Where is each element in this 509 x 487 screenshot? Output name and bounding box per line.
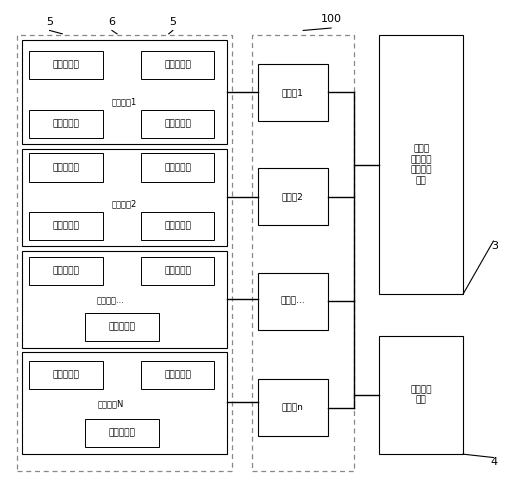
Text: 3: 3 xyxy=(490,241,497,251)
Bar xyxy=(29,257,103,285)
Text: 模拟传感器: 模拟传感器 xyxy=(52,119,79,129)
Bar xyxy=(257,379,327,436)
Text: 4: 4 xyxy=(490,457,497,468)
Text: 智能移动
终端: 智能移动 终端 xyxy=(410,385,431,405)
Text: 地磅秤台...: 地磅秤台... xyxy=(96,296,124,305)
Text: 地磅秤台2: 地磅秤台2 xyxy=(111,199,136,208)
Bar xyxy=(22,40,227,144)
Bar xyxy=(29,51,103,79)
Text: 上位机
（仓库管
理系统软
件）: 上位机 （仓库管 理系统软 件） xyxy=(410,145,431,185)
Bar xyxy=(17,35,232,471)
Bar xyxy=(22,251,227,348)
Bar xyxy=(85,419,158,447)
Text: 模拟传感器: 模拟传感器 xyxy=(108,323,135,332)
Text: 接线盒1: 接线盒1 xyxy=(281,89,303,97)
Bar xyxy=(29,211,103,240)
Text: 模拟传感器: 模拟传感器 xyxy=(164,60,191,69)
Bar xyxy=(140,110,214,138)
Text: 地磅秤台N: 地磅秤台N xyxy=(97,400,123,409)
Text: 模拟传感器: 模拟传感器 xyxy=(164,163,191,172)
Text: 模拟传感器: 模拟传感器 xyxy=(52,221,79,230)
Bar xyxy=(29,153,103,182)
Bar xyxy=(257,273,327,330)
Text: 接线盒...: 接线盒... xyxy=(279,297,304,306)
Text: 接线盒2: 接线盒2 xyxy=(281,192,303,201)
Bar xyxy=(22,353,227,454)
Bar xyxy=(140,51,214,79)
Text: 模拟传感器: 模拟传感器 xyxy=(164,266,191,275)
Bar xyxy=(257,64,327,121)
Bar xyxy=(85,313,158,341)
Text: 模拟传感器: 模拟传感器 xyxy=(164,119,191,129)
Text: 6: 6 xyxy=(108,17,115,27)
Text: 100: 100 xyxy=(320,14,341,24)
Text: 接线盒n: 接线盒n xyxy=(281,403,303,412)
Bar xyxy=(140,153,214,182)
Text: 模拟传感器: 模拟传感器 xyxy=(52,60,79,69)
Text: 模拟传感器: 模拟传感器 xyxy=(164,370,191,379)
Text: 模拟传感器: 模拟传感器 xyxy=(164,221,191,230)
Text: 5: 5 xyxy=(169,17,176,27)
Bar xyxy=(140,211,214,240)
Text: 地磅秤台1: 地磅秤台1 xyxy=(111,97,136,107)
Bar xyxy=(257,168,327,225)
Bar xyxy=(29,110,103,138)
Bar xyxy=(379,336,462,454)
Bar xyxy=(252,35,353,471)
Bar xyxy=(140,257,214,285)
Text: 模拟传感器: 模拟传感器 xyxy=(52,163,79,172)
Bar xyxy=(379,35,462,294)
Bar xyxy=(140,361,214,389)
Text: 模拟传感器: 模拟传感器 xyxy=(52,266,79,275)
Text: 模拟传感器: 模拟传感器 xyxy=(108,429,135,437)
Bar xyxy=(22,149,227,246)
Text: 模拟传感器: 模拟传感器 xyxy=(52,370,79,379)
Bar xyxy=(29,361,103,389)
Text: 5: 5 xyxy=(46,17,53,27)
